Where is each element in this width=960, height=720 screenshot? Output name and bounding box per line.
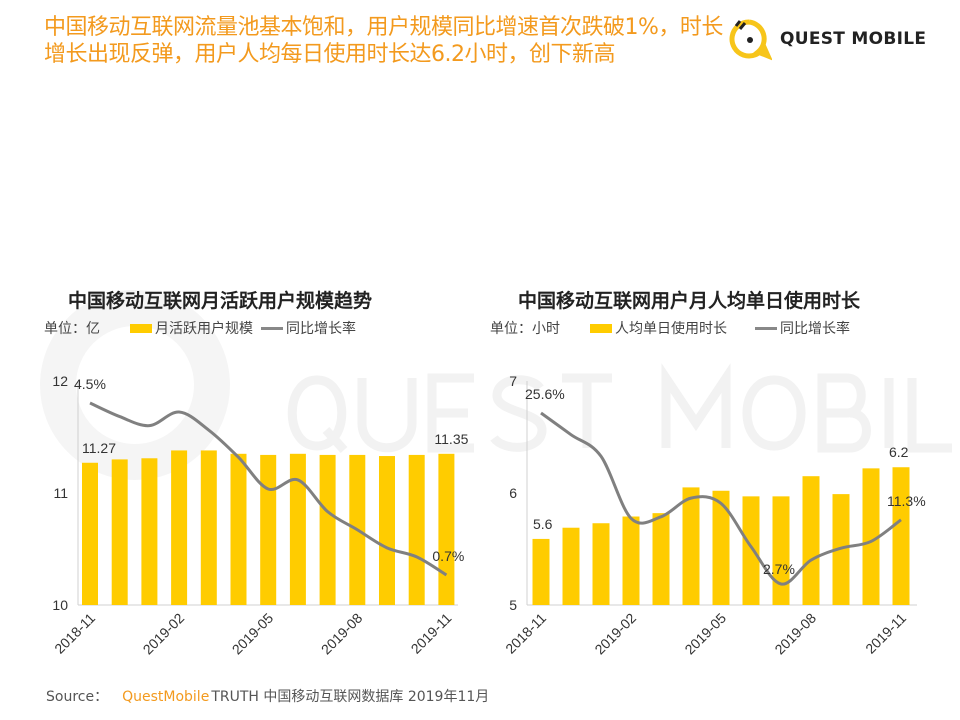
bar-data-label: 6.2 xyxy=(889,444,909,460)
bar xyxy=(319,454,336,605)
bar xyxy=(379,456,395,605)
line-data-label: 4.5% xyxy=(74,376,106,392)
legend-line-label: 同比增长率 xyxy=(286,321,356,337)
bar xyxy=(532,538,550,605)
bar xyxy=(802,476,820,605)
bar xyxy=(772,496,790,605)
bar xyxy=(862,468,880,605)
x-tick-label: 2019-05 xyxy=(681,610,729,658)
source-note: Source： QuestMobile TRUTH 中国移动互联网数据库 2019年… xyxy=(46,686,489,706)
bar-data-label: 11.27 xyxy=(82,440,116,456)
logo: QUEST MOBILE xyxy=(726,16,926,62)
line-data-label: 0.7% xyxy=(432,548,464,564)
y-tick-label: 10 xyxy=(52,597,68,613)
watermark-letter xyxy=(490,375,547,452)
watermark-letter xyxy=(742,375,806,451)
bar xyxy=(712,490,730,605)
legend-bar-swatch xyxy=(130,323,152,333)
y-tick-label: 6 xyxy=(509,485,517,501)
line-data-label: 25.6% xyxy=(525,386,565,402)
bar xyxy=(200,450,217,605)
watermark-letter xyxy=(817,373,871,453)
legend-line-swatch xyxy=(261,326,283,330)
legend-line-swatch xyxy=(755,326,777,330)
watermark-letter xyxy=(287,375,348,454)
quest-mobile-logo-icon xyxy=(729,19,772,61)
headline: 中国移动互联网流量池基本饱和，用户规模同比增速首次跌破1%，时长增长出现反弹，用… xyxy=(44,15,723,67)
logo-text: QUEST MOBILE xyxy=(780,29,927,49)
unit-label: 单位：亿 xyxy=(44,321,100,337)
bar xyxy=(171,450,188,605)
chart-title-usage: 中国移动互联网用户月人均单日使用时长 xyxy=(518,290,861,312)
x-tick-label: 2019-02 xyxy=(591,610,639,658)
bar xyxy=(230,453,247,605)
bar xyxy=(111,459,128,605)
bar xyxy=(742,496,760,605)
x-tick-label: 2019-11 xyxy=(862,610,909,657)
watermark-letter xyxy=(427,373,474,453)
line-data-label: 2.7% xyxy=(763,561,795,577)
legend-line-label: 同比增长率 xyxy=(780,321,850,337)
source-brand: QuestMobile xyxy=(122,689,210,705)
legend-bar-label: 人均单日使用时长 xyxy=(615,321,727,337)
x-tick-label: 2019-08 xyxy=(318,610,366,658)
watermark-letter xyxy=(357,378,417,453)
x-tick-label: 2019-08 xyxy=(771,610,819,658)
growth-rate-line xyxy=(540,411,902,586)
bar xyxy=(260,454,277,605)
source-rest: TRUTH 中国移动互联网数据库 2019年11月 xyxy=(211,689,490,705)
watermark-letter xyxy=(661,363,731,448)
y-tick-label: 5 xyxy=(509,597,517,613)
x-tick-label: 2018-11 xyxy=(502,610,549,657)
y-tick-label: 12 xyxy=(52,373,68,389)
unit-label: 单位：小时 xyxy=(490,321,560,337)
bar xyxy=(682,487,700,605)
x-tick-label: 2018-11 xyxy=(51,610,98,657)
bar xyxy=(622,516,640,605)
legend-bar-label: 月活跃用户规模 xyxy=(155,321,253,337)
watermark-letter xyxy=(907,378,952,453)
bar xyxy=(289,453,306,605)
bar xyxy=(562,527,580,605)
bar xyxy=(438,453,455,605)
x-tick-label: 2019-05 xyxy=(229,610,277,658)
bar xyxy=(408,454,425,605)
chart-title-mau: 中国移动互联网月活跃用户规模趋势 xyxy=(68,290,373,312)
legend-bar-swatch xyxy=(590,323,612,333)
bar xyxy=(652,513,670,605)
line-data-label: 11.3% xyxy=(887,493,926,509)
bar xyxy=(892,467,910,605)
y-tick-label: 7 xyxy=(509,373,517,389)
source-prefix: Source： xyxy=(46,689,109,705)
x-tick-label: 2019-02 xyxy=(140,610,188,658)
bar xyxy=(141,458,158,605)
bar-data-label: 5.6 xyxy=(533,516,553,532)
legend-mau: 单位：亿 月活跃用户规模 同比增长率 xyxy=(44,318,356,338)
watermark-letter xyxy=(562,373,612,448)
growth-rate-line xyxy=(89,401,448,577)
bar xyxy=(592,523,610,605)
legend-usage: 单位：小时 人均单日使用时长 同比增长率 xyxy=(490,318,850,338)
y-tick-label: 11 xyxy=(53,485,68,501)
x-tick-label: 2019-11 xyxy=(408,610,455,657)
bar-data-label: 11.35 xyxy=(434,431,468,447)
bar xyxy=(82,462,98,605)
